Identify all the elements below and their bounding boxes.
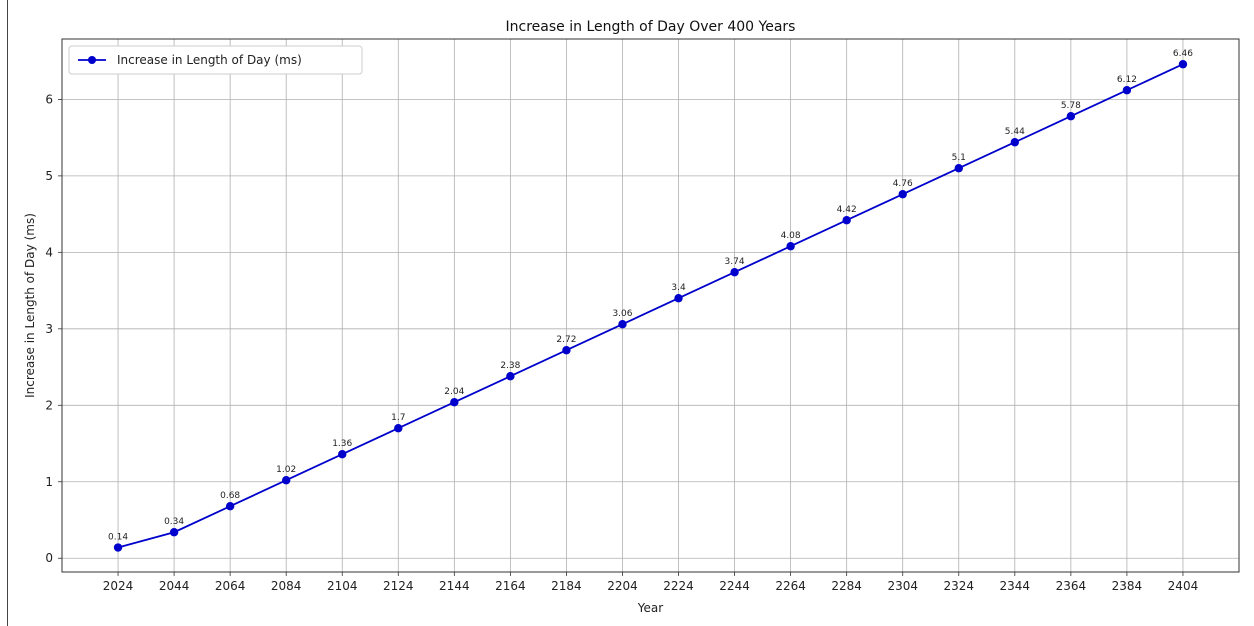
y-tick-label: 1 (45, 475, 53, 489)
data-labels: 0.14 0.34 0.68 1.02 1.36 1.7 2.04 2.38 2.72 3.06 3… (108, 49, 1193, 542)
y-tick-label: 5 (45, 169, 53, 183)
data-point (450, 398, 459, 407)
x-tick-label: 2224 (663, 579, 694, 593)
x-tick-label: 2384 (1112, 579, 1143, 593)
x-tick-label: 2264 (775, 579, 806, 593)
data-point (338, 450, 347, 459)
x-tick-label: 2064 (215, 579, 246, 593)
legend-label: Increase in Length of Day (ms) (117, 53, 302, 67)
x-tick-label: 2204 (607, 579, 638, 593)
data-label: 4.76 (893, 179, 913, 189)
data-point (562, 346, 571, 355)
data-label: 2.72 (556, 335, 576, 345)
x-tick-label: 2304 (887, 579, 918, 593)
y-tick-label: 6 (45, 92, 53, 106)
data-label: 6.12 (1117, 75, 1137, 85)
data-point (730, 268, 739, 277)
data-point (674, 294, 683, 303)
data-point (225, 502, 235, 511)
data-point (506, 372, 515, 381)
y-axis-title: Increase in Length of Day (ms) (23, 213, 37, 398)
data-point (1010, 138, 1020, 147)
data-point (1122, 86, 1132, 95)
data-point (954, 164, 963, 173)
data-point (1178, 60, 1188, 69)
data-label: 0.68 (220, 491, 240, 501)
data-point (898, 190, 907, 199)
legend-marker (88, 56, 96, 64)
series-line (117, 63, 1184, 549)
y-tick-label: 3 (45, 322, 53, 336)
y-tick-label: 4 (45, 245, 53, 259)
x-tick-label: 2044 (159, 579, 190, 593)
x-tick-label: 2164 (495, 579, 526, 593)
x-tick-label: 2404 (1168, 579, 1199, 593)
legend-box (68, 45, 363, 75)
data-label: 4.42 (837, 205, 857, 215)
data-label: 3.4 (671, 283, 686, 293)
data-label: 2.38 (500, 361, 520, 371)
x-tick-label: 2284 (831, 579, 862, 593)
data-label: 2.04 (444, 387, 464, 397)
data-point (1066, 112, 1076, 121)
data-label: 1.7 (391, 413, 405, 423)
data-point (842, 216, 851, 225)
data-label: 0.34 (164, 517, 184, 527)
y-tick-label: 2 (45, 398, 53, 412)
data-label: 0.14 (108, 533, 128, 543)
x-tick-label: 2024 (103, 579, 134, 593)
data-point (281, 476, 291, 485)
data-label: 1.02 (276, 465, 296, 475)
data-label: 5.44 (1005, 127, 1025, 137)
data-label: 5.1 (952, 153, 966, 163)
x-tick-label: 2364 (1056, 579, 1087, 593)
y-tick-label: 0 (45, 551, 53, 565)
data-label: 4.08 (781, 231, 801, 241)
data-point (113, 543, 123, 552)
x-tick-label: 2184 (551, 579, 582, 593)
x-tick-label: 2324 (943, 579, 974, 593)
legend: Increase in Length of Day (ms) (68, 45, 363, 75)
data-label: 6.46 (1173, 49, 1193, 59)
x-axis-title: Year (637, 601, 663, 615)
x-tick-label: 2124 (383, 579, 414, 593)
plot-area-frame (61, 38, 1240, 573)
data-label: 3.06 (612, 309, 632, 319)
data-label: 1.36 (332, 439, 352, 449)
series-layer (113, 60, 1188, 552)
data-point (169, 528, 179, 537)
x-tick-label: 2144 (439, 579, 470, 593)
left-border-line (7, 0, 8, 626)
data-point (618, 320, 627, 329)
data-label: 3.74 (725, 257, 745, 267)
grid (62, 39, 1239, 572)
x-tick-label: 2084 (271, 579, 302, 593)
data-point (394, 424, 403, 433)
data-point (786, 242, 795, 251)
chart-title: Increase in Length of Day Over 400 Years (506, 19, 796, 35)
data-label: 5.78 (1061, 101, 1081, 111)
x-tick-label: 2244 (719, 579, 750, 593)
x-tick-label: 2104 (327, 579, 358, 593)
x-tick-label: 2344 (1000, 579, 1031, 593)
axis-ticks: 2024 2044 2064 2084 2104 2124 2144 2164 2184 2204… (45, 92, 1198, 593)
